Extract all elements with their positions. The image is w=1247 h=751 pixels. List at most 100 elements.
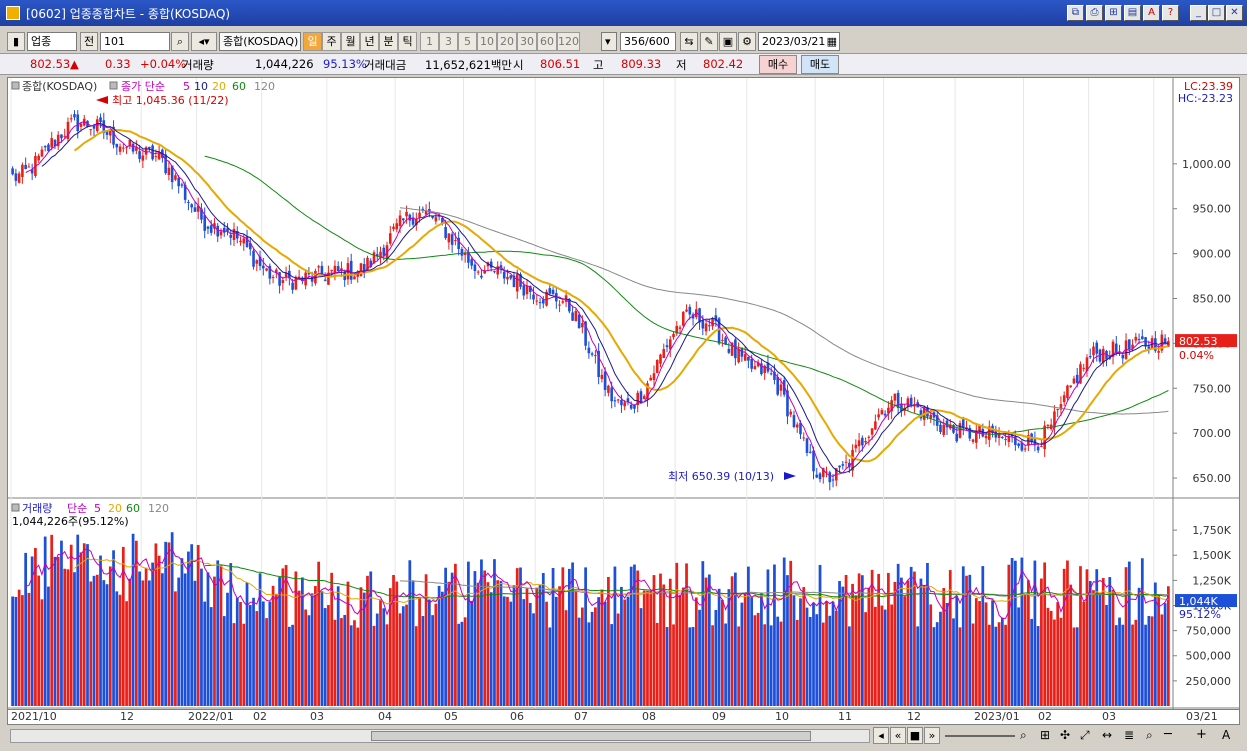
chart-area[interactable]: 1,000.00950.00900.00850.00800.00750.0070… [7, 77, 1240, 710]
volume-bar-149 [496, 580, 500, 706]
play-back-button[interactable]: ◂ [873, 727, 889, 744]
candle-145 [483, 270, 486, 274]
candle-166 [551, 289, 555, 295]
volume-bar-79 [268, 601, 272, 706]
volume-bar-15 [60, 540, 63, 706]
gear-icon[interactable]: ⚙ [738, 32, 756, 51]
fit-icon[interactable]: ⤢ [1080, 728, 1090, 742]
minute-tab-1[interactable]: 1 [420, 32, 439, 51]
grid-icon[interactable]: ⊞ [1040, 728, 1051, 742]
save-icon[interactable]: ▤ [1124, 5, 1141, 21]
volume-bar-320 [1053, 619, 1056, 706]
date-field[interactable]: 2023/03/21 ▦ [758, 32, 840, 51]
help-icon[interactable]: ? [1162, 5, 1179, 21]
code-input[interactable]: 101 [100, 32, 170, 51]
candle-154 [512, 275, 516, 288]
search-icon[interactable]: ⌕ [171, 32, 189, 51]
candle-206 [681, 311, 685, 326]
arrows-icon[interactable]: ↔ [1102, 728, 1113, 742]
volume-bar-211 [698, 609, 701, 706]
vol-legend-period-5: 5 [94, 502, 101, 515]
candle-326 [1072, 378, 1076, 384]
minimize-button[interactable]: _ [1190, 5, 1207, 21]
magnify-icon[interactable]: ⌕ [1020, 728, 1027, 742]
candle-129 [431, 216, 434, 218]
font-icon[interactable]: A [1143, 5, 1160, 21]
candle-189 [626, 398, 630, 403]
buy-button[interactable]: 매수 [759, 55, 797, 74]
volume-bar-179 [594, 607, 597, 706]
period-tab-0[interactable]: 일 [303, 32, 322, 51]
calendar-icon[interactable]: ▦ [826, 35, 837, 48]
minute-tab-60[interactable]: 60 [537, 32, 557, 51]
zoom-in-icon[interactable]: + [1196, 727, 1207, 742]
chart-svg[interactable]: 1,000.00950.00900.00850.00800.00750.0070… [8, 78, 1239, 709]
zoom-search-icon[interactable]: ⌕ [1146, 728, 1153, 742]
x-axis-label-7: 06 [510, 710, 524, 723]
candle-161 [535, 300, 539, 302]
stop-button[interactable]: ■ [907, 727, 923, 744]
market-select[interactable]: 업종 [27, 32, 77, 51]
period-tab-3[interactable]: 년 [360, 32, 379, 51]
vol-ma5-line [25, 548, 1169, 619]
volume-bar-287 [945, 603, 949, 706]
candle-37 [131, 143, 135, 152]
period-tab-1[interactable]: 주 [322, 32, 341, 51]
rewind-button[interactable]: « [890, 727, 906, 744]
candle-173 [574, 310, 578, 322]
maximize-button[interactable]: □ [1208, 5, 1225, 21]
volume-bar-182 [603, 601, 607, 706]
font-size-icon[interactable]: A [1222, 728, 1231, 742]
volume-bar-41 [144, 567, 148, 706]
period-tab-5[interactable]: 틱 [398, 32, 417, 51]
speaker-icon[interactable]: ◂▾ [191, 32, 217, 51]
close-button[interactable]: ✕ [1226, 5, 1243, 21]
volume-bar-273 [900, 577, 903, 706]
candle-215 [711, 318, 714, 327]
candle-181 [600, 374, 604, 379]
crosshair-icon[interactable]: ✣ [1060, 728, 1071, 742]
volume-bar-108 [362, 592, 366, 706]
candle-82 [278, 272, 281, 286]
minute-tab-120[interactable]: 120 [557, 32, 580, 51]
chart-type-icon[interactable]: ▮ [7, 32, 25, 51]
volume-bar-175 [580, 607, 584, 706]
draw-icon[interactable]: ✎ [700, 32, 718, 51]
disk-icon[interactable]: ▣ [719, 32, 737, 51]
lc-label: LC:23.39 [1184, 80, 1233, 93]
sell-button[interactable]: 매도 [801, 55, 839, 74]
minute-tab-3[interactable]: 3 [439, 32, 458, 51]
speed-slider[interactable] [945, 735, 1015, 737]
volume-bar-233 [769, 625, 773, 706]
count-field[interactable]: 356/600 [620, 32, 676, 51]
volume-bar-321 [1056, 602, 1060, 706]
minute-tab-10[interactable]: 10 [477, 32, 497, 51]
minute-tab-30[interactable]: 30 [517, 32, 537, 51]
x-axis-label-1: 12 [120, 710, 134, 723]
print-icon[interactable]: ⎙ [1086, 5, 1103, 21]
scroll-thumb[interactable] [371, 731, 811, 741]
minute-tab-5[interactable]: 5 [458, 32, 477, 51]
lines-icon[interactable]: ≣ [1124, 728, 1135, 742]
scroll-track[interactable] [10, 729, 870, 743]
pin-icon[interactable]: ⊞ [1105, 5, 1122, 21]
volume-bar-154 [512, 585, 516, 706]
candle-49 [170, 165, 174, 183]
candle-316 [1040, 446, 1043, 448]
minute-tab-20[interactable]: 20 [497, 32, 517, 51]
zoom-out-icon[interactable]: ─ [1164, 727, 1172, 742]
forward-button[interactable]: » [924, 727, 940, 744]
period-tab-2[interactable]: 월 [341, 32, 360, 51]
prev-button[interactable]: 전 [80, 32, 98, 51]
chart-scroll-bar[interactable]: ◂ « ■ » ⌕ ⊞ ✣ ⤢ ↔ ≣ ⌕ ─ + A [0, 726, 1247, 746]
x-axis-label-6: 05 [444, 710, 458, 723]
candle-42 [148, 146, 151, 149]
minute-dropdown[interactable]: ▾ [601, 32, 617, 51]
period-tab-4[interactable]: 분 [379, 32, 398, 51]
link-icon[interactable]: ⧉ [1067, 5, 1084, 21]
volume-bar-217 [717, 588, 721, 706]
volume-bar-67 [229, 563, 233, 706]
volume-bar-184 [610, 624, 614, 706]
zoom-icon[interactable]: ⇆ [680, 32, 698, 51]
volume-bar-331 [1088, 581, 1092, 706]
